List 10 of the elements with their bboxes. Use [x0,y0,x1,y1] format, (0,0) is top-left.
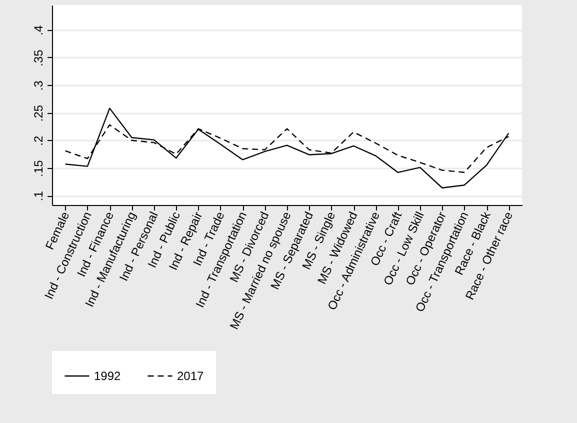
y-tick-label: .3 [32,80,46,91]
y-tick-label: .4 [32,25,46,36]
legend-label: 1992 [94,369,122,383]
y-tick-label: .1 [32,190,46,202]
y-tick-label: .35 [32,49,46,66]
y-tick-label: .15 [32,160,46,177]
y-tick-label: .2 [32,136,46,146]
y-tick-label: .25 [32,104,46,122]
line-series [64,108,510,188]
legend-label: 2017 [177,369,204,383]
